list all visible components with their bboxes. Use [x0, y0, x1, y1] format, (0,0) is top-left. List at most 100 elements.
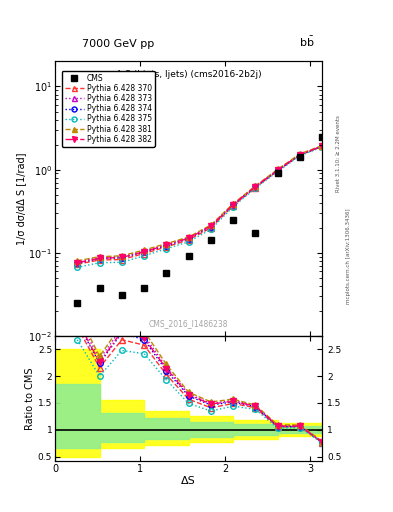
Pythia 6.428 373 — [186, 234, 191, 241]
Pythia 6.428 370 — [119, 257, 124, 263]
Pythia 6.428 375 — [186, 239, 191, 245]
CMS — [97, 285, 102, 291]
Pythia 6.428 374 — [320, 143, 325, 150]
Pythia 6.428 370 — [97, 257, 102, 263]
Pythia 6.428 373 — [142, 248, 147, 254]
CMS — [275, 169, 280, 176]
Pythia 6.428 375 — [298, 153, 302, 159]
Pythia 6.428 381 — [275, 166, 280, 173]
Pythia 6.428 375 — [253, 185, 258, 191]
Pythia 6.428 375 — [231, 204, 235, 210]
Pythia 6.428 370 — [320, 143, 325, 150]
Pythia 6.428 375 — [142, 253, 147, 259]
Pythia 6.428 375 — [75, 264, 80, 270]
Pythia 6.428 374 — [164, 243, 169, 249]
Pythia 6.428 370 — [186, 237, 191, 243]
Pythia 6.428 373 — [275, 167, 280, 173]
Pythia 6.428 374 — [231, 202, 235, 208]
Line: Pythia 6.428 381: Pythia 6.428 381 — [75, 143, 325, 264]
Pythia 6.428 373 — [119, 253, 124, 260]
Pythia 6.428 374 — [253, 184, 258, 190]
Pythia 6.428 374 — [186, 236, 191, 242]
Pythia 6.428 370 — [231, 202, 235, 208]
Pythia 6.428 382 — [142, 249, 147, 255]
Pythia 6.428 381 — [164, 241, 169, 247]
CMS — [186, 253, 191, 259]
CMS — [320, 134, 325, 140]
Pythia 6.428 381 — [231, 201, 235, 207]
Pythia 6.428 370 — [275, 168, 280, 174]
Legend: CMS, Pythia 6.428 370, Pythia 6.428 373, Pythia 6.428 374, Pythia 6.428 375, Pyt: CMS, Pythia 6.428 370, Pythia 6.428 373,… — [62, 71, 155, 147]
Pythia 6.428 381 — [186, 234, 191, 240]
Pythia 6.428 382 — [75, 260, 80, 266]
Text: mcplots.cern.ch [arXiv:1306.3436]: mcplots.cern.ch [arXiv:1306.3436] — [346, 208, 351, 304]
Line: CMS: CMS — [74, 134, 325, 306]
Line: Pythia 6.428 382: Pythia 6.428 382 — [75, 143, 325, 266]
Pythia 6.428 370 — [142, 250, 147, 257]
CMS — [209, 237, 213, 243]
Pythia 6.428 381 — [320, 142, 325, 148]
Pythia 6.428 382 — [119, 254, 124, 261]
Pythia 6.428 374 — [75, 260, 80, 266]
Pythia 6.428 381 — [142, 247, 147, 253]
CMS — [142, 285, 147, 291]
CMS — [75, 300, 80, 306]
Pythia 6.428 373 — [320, 143, 325, 149]
Pythia 6.428 374 — [142, 249, 147, 255]
Pythia 6.428 373 — [253, 183, 258, 189]
Pythia 6.428 370 — [209, 225, 213, 231]
Pythia 6.428 381 — [298, 151, 302, 157]
Pythia 6.428 373 — [97, 254, 102, 261]
Pythia 6.428 382 — [97, 255, 102, 261]
Pythia 6.428 373 — [298, 152, 302, 158]
Text: Rivet 3.1.10; ≥ 2.2M events: Rivet 3.1.10; ≥ 2.2M events — [336, 115, 341, 192]
X-axis label: ΔS: ΔS — [181, 476, 196, 486]
Pythia 6.428 381 — [209, 222, 213, 228]
Line: Pythia 6.428 370: Pythia 6.428 370 — [75, 144, 325, 267]
Pythia 6.428 382 — [298, 152, 302, 158]
Pythia 6.428 375 — [97, 260, 102, 266]
Pythia 6.428 375 — [320, 144, 325, 150]
Text: CMS_2016_I1486238: CMS_2016_I1486238 — [149, 319, 228, 328]
Pythia 6.428 375 — [164, 246, 169, 252]
Text: 7000 GeV pp: 7000 GeV pp — [82, 38, 154, 49]
CMS — [231, 217, 235, 223]
Pythia 6.428 375 — [119, 259, 124, 265]
Pythia 6.428 382 — [186, 235, 191, 241]
Pythia 6.428 374 — [275, 167, 280, 174]
Pythia 6.428 381 — [97, 253, 102, 260]
Pythia 6.428 382 — [164, 242, 169, 248]
Pythia 6.428 370 — [164, 244, 169, 250]
Pythia 6.428 370 — [75, 261, 80, 267]
CMS — [164, 269, 169, 275]
Pythia 6.428 382 — [231, 201, 235, 207]
Y-axis label: 1/σ dσ/dΔ S [1/rad]: 1/σ dσ/dΔ S [1/rad] — [16, 153, 26, 245]
CMS — [253, 229, 258, 236]
Pythia 6.428 382 — [253, 183, 258, 189]
Pythia 6.428 370 — [253, 184, 258, 190]
Y-axis label: Ratio to CMS: Ratio to CMS — [25, 367, 35, 430]
Pythia 6.428 381 — [253, 183, 258, 189]
Pythia 6.428 375 — [275, 168, 280, 175]
Line: Pythia 6.428 373: Pythia 6.428 373 — [75, 143, 325, 265]
Text: b$\bar{\text{b}}$: b$\bar{\text{b}}$ — [299, 34, 314, 49]
Pythia 6.428 381 — [119, 253, 124, 259]
Pythia 6.428 370 — [298, 152, 302, 158]
Line: Pythia 6.428 374: Pythia 6.428 374 — [75, 143, 325, 266]
Pythia 6.428 374 — [119, 255, 124, 261]
Pythia 6.428 374 — [209, 223, 213, 229]
Pythia 6.428 373 — [231, 201, 235, 207]
Pythia 6.428 382 — [275, 167, 280, 173]
Line: Pythia 6.428 375: Pythia 6.428 375 — [75, 144, 325, 270]
Pythia 6.428 374 — [298, 152, 302, 158]
Pythia 6.428 381 — [75, 258, 80, 264]
Pythia 6.428 382 — [320, 143, 325, 149]
CMS — [119, 292, 124, 298]
Pythia 6.428 382 — [209, 223, 213, 229]
CMS — [298, 154, 302, 160]
Pythia 6.428 373 — [164, 241, 169, 247]
Pythia 6.428 374 — [97, 255, 102, 262]
Text: Δ S (bjets, ljets) (cms2016-2b2j): Δ S (bjets, ljets) (cms2016-2b2j) — [116, 70, 261, 79]
Pythia 6.428 373 — [209, 223, 213, 229]
Pythia 6.428 373 — [75, 259, 80, 265]
